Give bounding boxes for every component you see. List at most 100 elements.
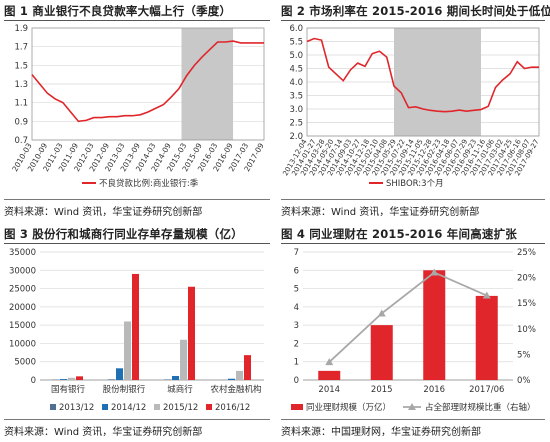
chart-4-left-ytick-label-5: 5 — [294, 285, 299, 295]
chart-3-source: 资料来源：Wind 资讯，华宝证券研究创新部 — [4, 427, 203, 438]
chart-4-right-ytick-label-1: 5% — [517, 350, 531, 360]
chart-3-ytick-label-6: 30000 — [9, 266, 36, 276]
chart-3-bar-2-1 — [172, 375, 179, 380]
chart-4-svg: 0 1 2 3 4 5 6 7 0% 5% 10% 15% 20% 25% 2014 2015 2016 2017… — [291, 248, 536, 413]
chart-1-ytick-label-3: 1.3 — [14, 80, 28, 90]
chart-4-right-ytick-label-0: 0% — [517, 376, 531, 386]
chart-3-bar-2-0 — [164, 379, 171, 380]
chart-2-title-rule — [281, 20, 545, 21]
chart-3-legend-swatch-0 — [50, 404, 56, 410]
chart-3-legend-label-2: 2015/12 — [163, 403, 198, 413]
chart-4-source: 资料来源：中国理财网，华宝证券研究创新部 — [281, 427, 481, 438]
chart-2-ytick-label-4: 4.0 — [289, 78, 303, 88]
chart-2-source: 资料来源：Wind 资讯，华宝证券研究创新部 — [281, 207, 480, 218]
chart-2-ytick-label-8: 6.0 — [289, 24, 303, 34]
chart-4-left-ytick-label-1: 1 — [294, 358, 299, 368]
chart-2-ytick-label-3: 3.5 — [289, 92, 303, 102]
chart-1-title: 图 1 商业银行不良贷款率大幅上行（季度） — [4, 4, 232, 18]
chart-4-bar-1 — [370, 325, 393, 380]
chart-1-source-rule — [4, 199, 270, 200]
chart-4-left-ytick-label-6: 6 — [294, 266, 299, 276]
chart-1-ytick-label-2: 1.1 — [14, 99, 28, 109]
chart-4-legend-label-0: 同业理财规模（万亿） — [306, 402, 391, 413]
chart-3-legend-swatch-1 — [102, 404, 108, 410]
chart-4-bar-0 — [318, 370, 341, 380]
chart-1-legend-label: 不良贷款比例:商业银行:季 — [99, 178, 199, 189]
chart-4-ratio-marker-2 — [430, 268, 439, 276]
chart-1-svg: 0.70.91.11.31.51.71.92010-032010-092011-… — [10, 24, 266, 189]
chart-4-left-ytick-label-3: 3 — [294, 321, 299, 331]
chart-3-bar-3-1 — [228, 378, 235, 380]
chart-2-title: 图 2 市场利率在 2015-2016 期间长时间处于低位 — [281, 4, 550, 18]
chart-4-ratio-marker-3 — [482, 291, 491, 299]
chart-4-category-label-2: 2016 — [423, 385, 445, 395]
chart-4-right-ytick-label-3: 15% — [517, 299, 536, 309]
chart-3-bar-1-0 — [108, 379, 115, 380]
chart-4-left-ytick-label-0: 0 — [294, 376, 299, 386]
chart-2-ytick-label-6: 5.0 — [289, 51, 303, 61]
chart-3-ytick-label-5: 25000 — [9, 285, 36, 295]
chart-1-ytick-label-5: 1.7 — [14, 43, 28, 53]
chart-3-category-label-0: 国有银行 — [51, 384, 86, 395]
chart-1-shaded-period — [181, 28, 234, 140]
chart-1-ytick-label-1: 0.9 — [14, 117, 28, 127]
chart-4-legend-swatch-0 — [291, 404, 303, 410]
chart-2-legend-label: SHIBOR:3个月 — [386, 179, 444, 189]
chart-panel-1: 图 1 商业银行不良贷款率大幅上行（季度） 0.7 0.9 1.1 1.3 1.5 1.7… — [4, 0, 272, 221]
chart-3-svg: 0 5000 10000 15000 20000 25000 30000 35000 国有银行 股… — [9, 248, 264, 413]
chart-4-ratio-marker-1 — [377, 309, 386, 317]
chart-3-category-label-2: 城商行 — [167, 384, 193, 395]
chart-1-ytick-label-0: 0.7 — [14, 136, 28, 146]
chart-2-ytick-label-5: 4.5 — [289, 65, 303, 75]
chart-4-category-label-3: 2017/06 — [469, 385, 504, 395]
chart-3-bar-2-3 — [188, 286, 195, 380]
chart-1-ytick-label-6: 1.9 — [14, 24, 28, 34]
chart-3-legend-swatch-3 — [206, 404, 212, 410]
chart-4-legend-label-1: 占全部理财规模比重（右轴） — [425, 402, 536, 413]
chart-3-ytick-label-3: 15000 — [9, 321, 36, 331]
chart-3-ytick-label-7: 35000 — [9, 248, 36, 258]
chart-2-ytick-label-0: 2.0 — [289, 132, 303, 142]
chart-4-bar-3 — [475, 295, 498, 380]
chart-3-bar-1-1 — [116, 368, 123, 380]
chart-4-title: 图 4 同业理财在 2015-2016 年间高速扩张 — [281, 227, 518, 241]
chart-4-right-ytick-label-2: 10% — [517, 325, 536, 335]
chart-3-bar-0-1 — [60, 379, 67, 380]
chart-3-bar-3-2 — [236, 370, 243, 380]
chart-2-svg: 2.02.53.03.54.04.55.05.56.02013-12-04201… — [281, 24, 540, 189]
chart-1-ytick-label-4: 1.5 — [14, 61, 28, 71]
chart-panel-4: 图 4 同业理财在 2015-2016 年间高速扩张 0 1 2 3 4 5 6 7 0% 5% 1… — [281, 224, 547, 442]
chart-3-category-label-1: 股份制银行 — [103, 384, 146, 395]
chart-2-ytick-label-7: 5.5 — [289, 38, 303, 48]
chart-4-category-label-1: 2015 — [371, 385, 393, 395]
chart-4-ratio-marker-0 — [325, 358, 334, 366]
chart-3-legend-label-3: 2016/12 — [215, 403, 250, 413]
chart-3-ytick-label-0: 0 — [31, 376, 36, 386]
chart-3-ytick-label-4: 20000 — [9, 303, 36, 313]
chart-3-ytick-label-1: 5000 — [14, 358, 36, 368]
chart-1-title-rule — [4, 20, 270, 21]
chart-3-legend-label-1: 2014/12 — [111, 403, 146, 413]
chart-2-ytick-label-2: 3.0 — [289, 105, 303, 115]
chart-3-bar-1-3 — [132, 273, 139, 380]
chart-1-source: 资料来源：Wind 资讯，华宝证券研究创新部 — [4, 207, 203, 218]
chart-4-right-ytick-label-4: 20% — [517, 274, 536, 284]
chart-3-category-label-3: 农村金融机构 — [210, 384, 261, 395]
chart-2-source-rule — [281, 199, 545, 200]
chart-3-bar-2-2 — [180, 339, 187, 380]
chart-4-title-rule — [281, 243, 545, 244]
chart-panel-2: 图 2 市场利率在 2015-2016 期间长时间处于低位 2.0 2.5 3.0 3… — [281, 0, 550, 221]
chart-4-right-ytick-label-5: 25% — [517, 248, 536, 258]
chart-3-source-rule — [4, 419, 270, 420]
chart-3-bar-0-2 — [68, 377, 75, 380]
chart-4-left-ytick-label-4: 4 — [294, 303, 299, 313]
chart-4-source-rule — [281, 419, 545, 420]
chart-1-plot-frame — [31, 27, 265, 141]
chart-3-title-rule — [4, 243, 270, 244]
chart-3-legend-label-0: 2013/12 — [59, 403, 94, 413]
chart-2-ytick-label-1: 2.5 — [289, 119, 303, 129]
chart-3-bar-1-2 — [124, 321, 131, 380]
chart-4-bar-2 — [423, 270, 446, 380]
chart-4-category-label-0: 2014 — [318, 385, 340, 395]
chart-3-legend-swatch-2 — [154, 404, 160, 410]
